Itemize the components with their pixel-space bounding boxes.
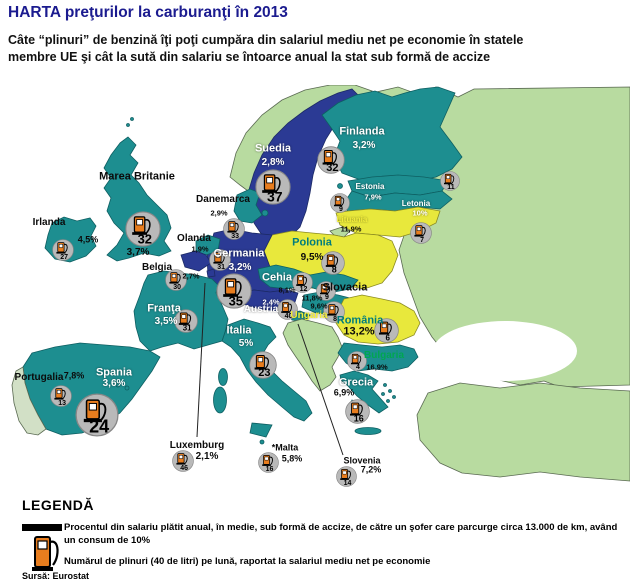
country-shape-finlanda [321, 86, 463, 184]
malta-island [259, 439, 265, 445]
subtitle-line-2: membre UE şi cât la sută din salariu se … [8, 49, 491, 64]
country-shape-franta [133, 270, 229, 352]
country-shape-danemarca [233, 188, 263, 224]
black-sea [433, 321, 577, 381]
baleare-island-2 [124, 385, 130, 391]
shetland-island [126, 123, 130, 127]
subtitle: Câte “plinuri” de benzină îţi poţi cumpă… [8, 32, 624, 65]
subtitle-line-1: Câte “plinuri” de benzină îţi poţi cumpă… [8, 33, 524, 47]
country-shape-letonia [335, 190, 453, 212]
country-shape-balcani [282, 318, 343, 392]
source-note: Sursă: Eurostat [22, 571, 90, 581]
danemarca-island [261, 209, 269, 217]
legend-pump-text: Numărul de plinuri (40 de litri) pe lună… [64, 556, 431, 567]
sardinia-island [213, 386, 227, 414]
country-shape-grecia [339, 370, 389, 414]
slovenia-leader-line [297, 323, 344, 456]
legend: LEGENDĂ Procentul din salariu plătit anu… [0, 496, 630, 583]
legend-excise-text: Procentul din salariu plătit anual, în m… [64, 522, 618, 547]
country-shape-portugalia [11, 366, 47, 436]
europe-map [0, 85, 630, 505]
excise-bar-icon [22, 524, 62, 531]
header: HARTA preţurilor la carburanţi în 2013 C… [8, 4, 624, 65]
creta-island [354, 427, 382, 435]
baleare-island [115, 382, 121, 388]
luxemburg-leader-line [196, 282, 206, 438]
corsica-island [218, 368, 228, 386]
country-shape-turcia [416, 382, 630, 482]
shetland-island-2 [130, 117, 134, 121]
legend-title: LEGENDĂ [22, 497, 94, 513]
page-title: HARTA preţurilor la carburanţi în 2013 [8, 4, 288, 21]
greek-islands [381, 383, 396, 403]
estonia-island [337, 183, 343, 189]
sicilia-island [249, 422, 273, 438]
country-shape-kaliningrad [329, 226, 351, 238]
fuel-pump-icon [32, 536, 59, 571]
